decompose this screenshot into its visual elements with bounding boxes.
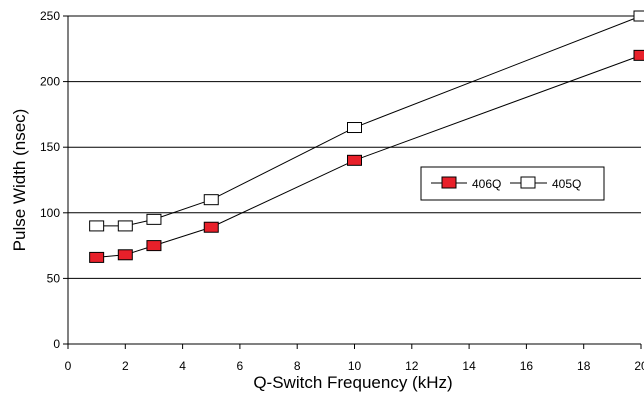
- x-tick-label: 6: [237, 359, 244, 373]
- series-line: [96, 54, 642, 258]
- data-point: [117, 220, 133, 232]
- x-tick-label: 4: [179, 359, 186, 373]
- ticklabel-layer: 0 50 100 150 200 250 0 2 4 6 8 10 12 14 16 18 20: [40, 9, 644, 373]
- data-point: [347, 154, 362, 166]
- y-tick-label: 200: [40, 75, 60, 89]
- data-point: [203, 221, 219, 233]
- data-point: [203, 194, 219, 206]
- grid-layer: [68, 15, 641, 279]
- data-point: [89, 220, 105, 232]
- x-tick-label: 16: [520, 359, 534, 373]
- legend-406q-marker: [441, 176, 457, 189]
- x-tick-label: 10: [348, 359, 362, 373]
- x-tick-label: 12: [405, 359, 419, 373]
- data-point: [633, 10, 644, 22]
- data-point: [117, 249, 133, 261]
- series-0: [89, 49, 644, 263]
- x-axis-title: Q-Switch Frequency (kHz): [253, 373, 452, 392]
- legend-405q-label: 405Q: [552, 177, 581, 191]
- x-tick-label: 18: [577, 359, 591, 373]
- y-tick-label: 0: [53, 337, 60, 351]
- legend: 406Q 405Q: [420, 166, 605, 201]
- y-tick-label: 250: [40, 9, 60, 23]
- x-tick-label: 14: [462, 359, 476, 373]
- data-point: [146, 213, 162, 225]
- x-tick-label: 8: [294, 359, 301, 373]
- data-point: [633, 49, 644, 61]
- data-point: [89, 251, 105, 263]
- y-tick-label: 100: [40, 206, 60, 220]
- x-tick-label: 2: [122, 359, 129, 373]
- series-1: [89, 10, 644, 232]
- y-tick-label: 50: [47, 271, 61, 285]
- series-layer: [89, 10, 644, 263]
- y-tick-label: 150: [40, 140, 60, 154]
- legend-405q-marker: [520, 176, 536, 189]
- x-tick-label: 0: [65, 359, 72, 373]
- data-point: [146, 240, 162, 252]
- x-tick-label: 20: [634, 359, 644, 373]
- axes-layer: [63, 15, 642, 349]
- data-point: [347, 122, 362, 134]
- legend-406q-label: 406Q: [472, 177, 501, 191]
- y-axis-title: Pulse Width (nsec): [10, 109, 29, 252]
